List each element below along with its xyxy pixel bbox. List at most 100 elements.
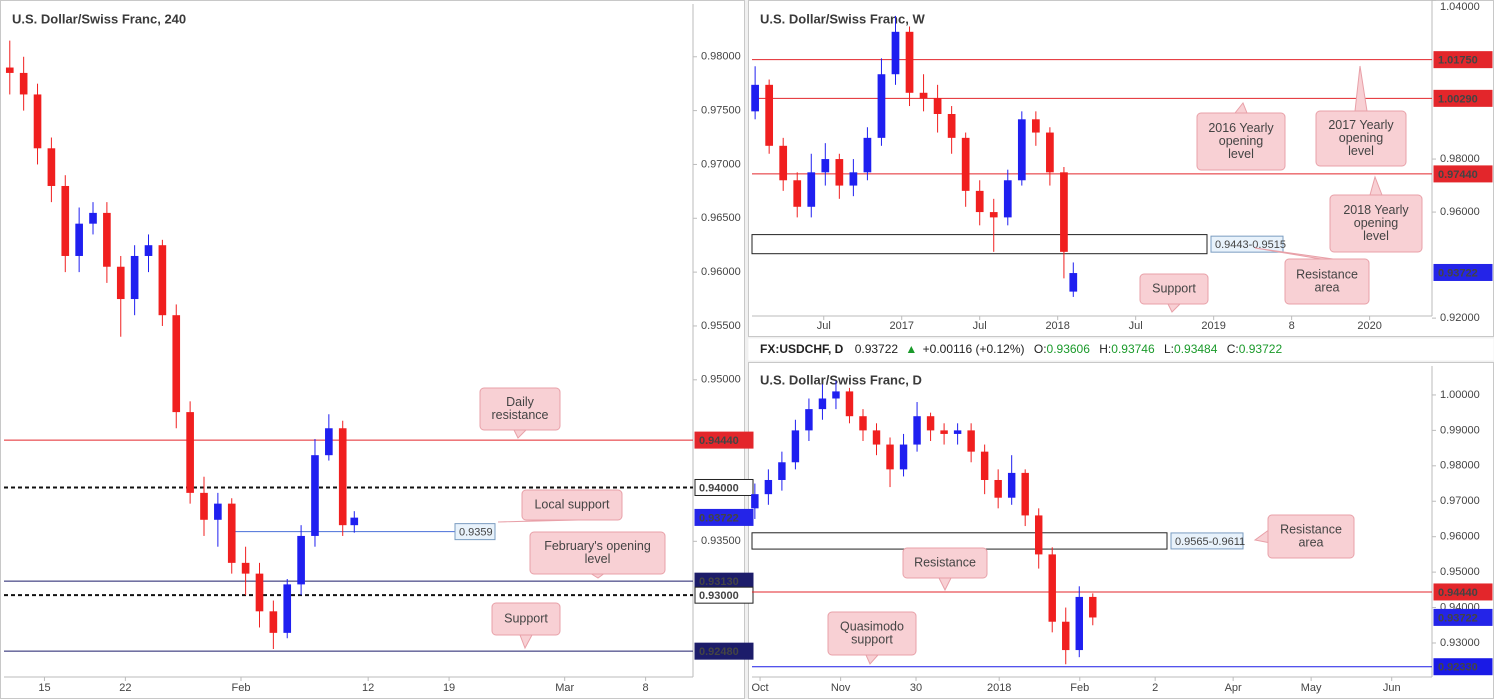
candle-body bbox=[778, 462, 786, 480]
price-tag-label: 0.93722 bbox=[1438, 612, 1478, 624]
candle-body bbox=[886, 444, 894, 470]
candle-body bbox=[5, 67, 14, 73]
close: 0.93722 bbox=[1239, 342, 1283, 356]
low: 0.93484 bbox=[1174, 342, 1218, 356]
y-tick-label: 1.04000 bbox=[1440, 1, 1480, 13]
zone-label-box bbox=[1170, 532, 1244, 550]
candle-body bbox=[845, 391, 854, 417]
x-tick-label: Jul bbox=[973, 320, 987, 332]
candle-body bbox=[103, 212, 111, 267]
candle-body bbox=[1075, 596, 1083, 651]
y-tick-label: 0.96000 bbox=[701, 266, 741, 278]
price-tag bbox=[694, 478, 754, 496]
x-tick-label: 2020 bbox=[1357, 320, 1381, 332]
x-tick-label: 30 bbox=[910, 682, 922, 694]
callout-seam bbox=[1198, 114, 1284, 169]
x-tick-label: 2 bbox=[1152, 682, 1158, 694]
candle-body bbox=[832, 391, 840, 399]
price-tag bbox=[1433, 658, 1493, 676]
candle-body bbox=[805, 409, 813, 431]
callout-seam bbox=[523, 491, 621, 519]
candle-body bbox=[980, 451, 989, 480]
candle-body bbox=[1003, 180, 1012, 218]
candle-body bbox=[1034, 515, 1043, 555]
panel bbox=[0, 0, 745, 699]
candle-body bbox=[89, 212, 97, 224]
close-label: C: bbox=[1227, 342, 1239, 356]
candle-body bbox=[793, 180, 802, 207]
chart-title: U.S. Dollar/Swiss Franc, 240 bbox=[12, 11, 186, 26]
x-tick-label: May bbox=[1301, 682, 1322, 694]
candle-body bbox=[311, 455, 319, 536]
y-tick-label: 0.98000 bbox=[1440, 153, 1480, 165]
callout-text: level bbox=[1228, 147, 1254, 161]
candle-body bbox=[872, 430, 881, 445]
x-tick-label: 2019 bbox=[1201, 320, 1225, 332]
candle-body bbox=[227, 503, 236, 563]
zone bbox=[751, 234, 1208, 255]
price-tag-label: 0.93130 bbox=[699, 576, 739, 588]
y-tick-label: 0.97000 bbox=[1440, 495, 1480, 507]
x-tick-label: Oct bbox=[751, 682, 768, 694]
candle-body bbox=[158, 245, 167, 316]
candle-body bbox=[919, 92, 928, 99]
y-tick-label: 0.97000 bbox=[701, 158, 741, 170]
candle-body bbox=[61, 185, 70, 256]
candle-body bbox=[953, 430, 962, 434]
price-tag bbox=[1433, 165, 1493, 183]
info-bar-text: FX:USDCHF, D 0.93722 ▲ +0.00116 (+0.12%)… bbox=[760, 342, 1282, 356]
candle-body bbox=[1021, 472, 1029, 516]
x-tick-label: 22 bbox=[119, 682, 131, 694]
y-tick-label: 1.00000 bbox=[1440, 389, 1480, 401]
y-tick-label: 0.96000 bbox=[1440, 531, 1480, 543]
callout-text: Resistance bbox=[1296, 267, 1358, 281]
price-tag-label: 0.93000 bbox=[699, 590, 739, 602]
candle-body bbox=[905, 31, 914, 93]
price-tag bbox=[1433, 51, 1493, 69]
callout-text: 2016 Yearly bbox=[1208, 121, 1274, 135]
x-tick-label: 15 bbox=[38, 682, 50, 694]
candle-body bbox=[859, 416, 867, 431]
candle-body bbox=[172, 315, 181, 413]
price-tag bbox=[1433, 608, 1493, 626]
candle-body bbox=[116, 266, 125, 300]
candle-body bbox=[1069, 273, 1078, 292]
candle-body bbox=[891, 31, 900, 75]
change: +0.00116 (+0.12%) bbox=[923, 342, 1025, 356]
price-tag bbox=[694, 508, 754, 526]
callout-seam bbox=[829, 613, 915, 654]
candle-body bbox=[255, 573, 264, 612]
candle-body bbox=[283, 584, 292, 633]
callout-text: 2018 Yearly bbox=[1343, 203, 1409, 217]
callout-text: February's opening bbox=[544, 539, 651, 553]
x-tick-label: Apr bbox=[1225, 682, 1242, 694]
candle-body bbox=[863, 137, 872, 173]
candle-body bbox=[961, 137, 970, 191]
candle-body bbox=[75, 223, 83, 256]
callout-seam bbox=[1141, 275, 1207, 303]
y-tick-label: 0.97500 bbox=[701, 105, 741, 117]
callout-text: Quasimodo bbox=[840, 619, 904, 633]
marker-label-box bbox=[454, 523, 496, 541]
y-tick-label: 0.93500 bbox=[701, 535, 741, 547]
candle-body bbox=[764, 479, 773, 495]
callout-seam bbox=[1269, 516, 1353, 557]
price-tag bbox=[694, 642, 754, 660]
price-tag bbox=[1433, 263, 1493, 281]
price-tag bbox=[1433, 89, 1493, 107]
candle-body bbox=[186, 412, 194, 493]
marker-label: 0.9359 bbox=[459, 527, 493, 539]
y-tick-label: 0.99000 bbox=[1440, 424, 1480, 436]
candle-body bbox=[1017, 119, 1026, 181]
x-tick-label: 8 bbox=[643, 682, 649, 694]
candle-body bbox=[849, 172, 858, 186]
chart-title: U.S. Dollar/Swiss Franc, W bbox=[760, 11, 925, 26]
candle-body bbox=[1062, 621, 1070, 651]
candle-body bbox=[1031, 119, 1040, 133]
candle-body bbox=[807, 172, 816, 207]
info-bar bbox=[748, 338, 1494, 361]
y-tick-label: 0.95000 bbox=[1440, 566, 1480, 578]
callout-text: Resistance bbox=[914, 555, 976, 569]
price-tag-label: 1.01750 bbox=[1438, 55, 1478, 67]
candle-body bbox=[130, 255, 139, 300]
